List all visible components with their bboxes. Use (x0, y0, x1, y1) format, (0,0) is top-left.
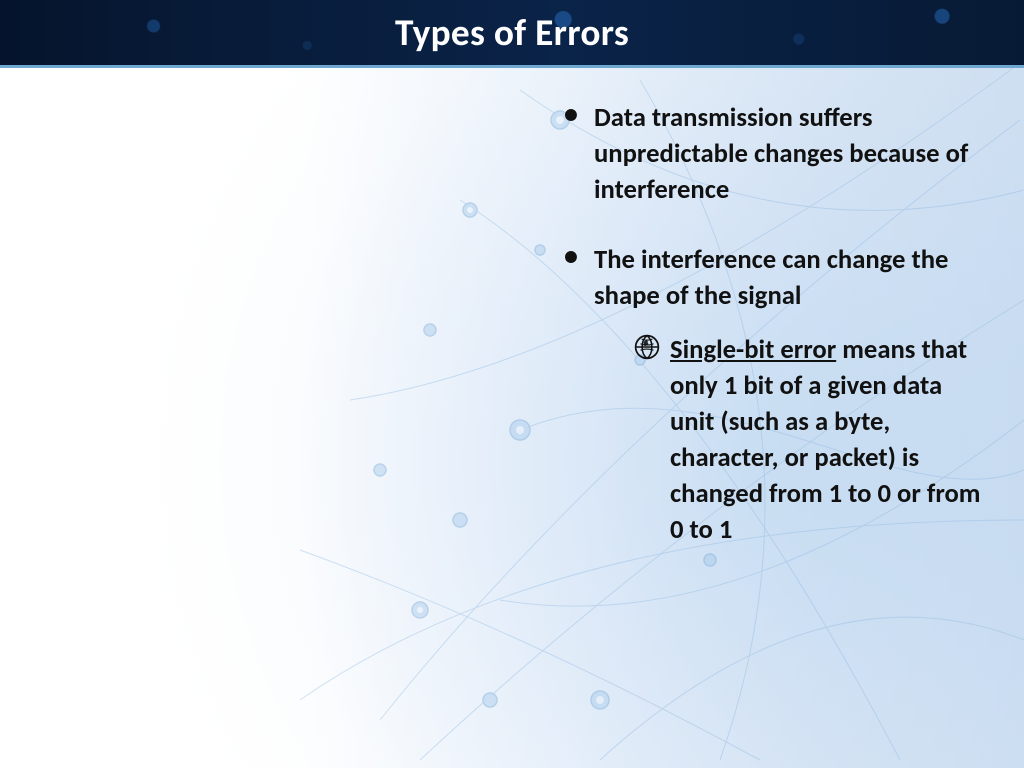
sub-bullet-list: Single-bit error means that only 1 bit o… (634, 332, 984, 548)
slide-header: Types of Errors (0, 0, 1024, 68)
slide-title: Types of Errors (395, 10, 629, 56)
bullet-text: The interference can change the shape of… (594, 244, 948, 312)
slide-content: Data transmission suffers unpredictable … (560, 100, 984, 582)
sub-bullet-lead: Single-bit error (670, 334, 836, 366)
globe-icon (634, 334, 660, 360)
bullet-text: Data transmission suffers unpredictable … (594, 102, 968, 206)
bullet-item: Data transmission suffers unpredictable … (560, 100, 984, 208)
bullet-item: The interference can change the shape of… (560, 242, 984, 548)
bullet-list: Data transmission suffers unpredictable … (560, 100, 984, 548)
slide: Types of Errors Data transmission suffer… (0, 0, 1024, 768)
sub-bullet-item: Single-bit error means that only 1 bit o… (634, 332, 984, 548)
